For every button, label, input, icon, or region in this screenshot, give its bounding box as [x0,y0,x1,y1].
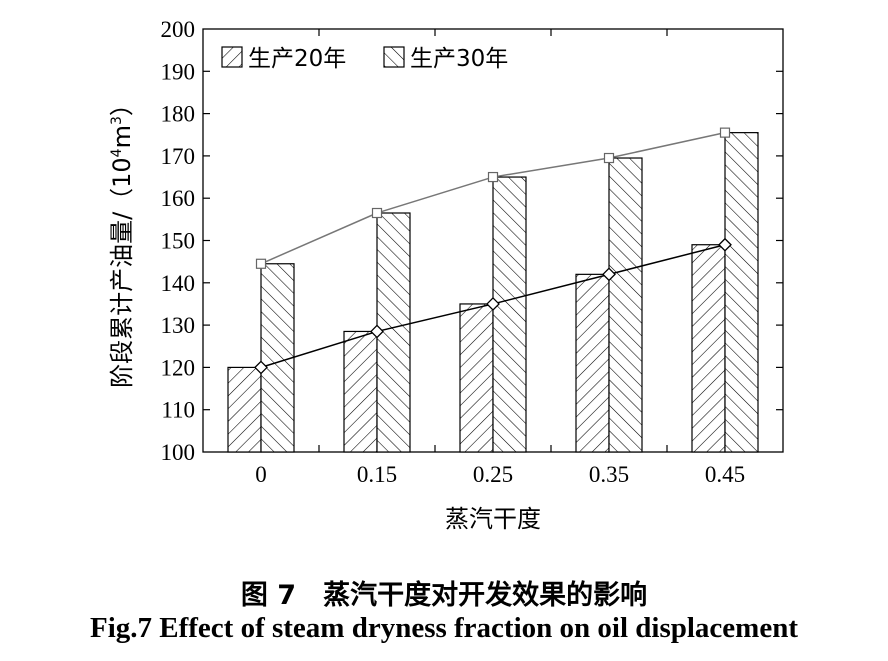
bar-series1 [691,244,726,453]
legend-label-series2: 生产30年 [410,46,508,72]
y-tick-label: 120 [161,355,196,380]
y-axis-label: 阶段累计产油量/（104m3） [108,92,136,388]
point-marker-series2 [719,127,731,138]
figure-caption-en: Fig.7 Effect of steam dryness fraction o… [90,612,798,644]
y-tick-label: 150 [161,229,196,254]
legend-swatch-series1 [221,46,243,68]
point-marker-series2 [487,171,499,183]
point-marker-series2 [371,207,383,219]
y-tick-label: 130 [161,313,196,338]
y-axis-label-end: ） [108,92,136,116]
x-axis: 0 0.15 0.25 0.35 0.45 [255,29,745,487]
bar-series2 [724,132,759,453]
y-tick-label: 140 [161,271,196,296]
y-axis-label-sup1: 4 [109,148,125,157]
legend-label-series1: 生产20年 [248,46,346,72]
legend: 生产20年 生产30年 [221,46,508,72]
figure-caption-cn: 图 7 蒸汽干度对开发效果的影响 [240,580,648,611]
point-marker-series1 [254,360,268,375]
y-axis-label-mid: m [108,125,136,148]
point-marker-series1 [370,324,384,339]
y-tick-label: 160 [161,186,196,211]
bar-series2 [260,263,295,453]
x-tick-label: 0.45 [705,462,745,487]
point-marker-series1 [718,237,732,252]
x-tick-label: 0.15 [357,462,397,487]
x-tick-label: 0 [255,462,267,487]
point-marker-series2 [603,152,615,164]
y-tick-label: 200 [161,17,196,42]
y-tick-label: 180 [161,102,196,127]
legend-swatch-series2 [383,46,405,68]
y-tick-label: 110 [161,398,195,423]
bar-series1 [575,273,610,453]
x-axis-label: 蒸汽干度 [445,505,541,533]
bar-series2 [608,157,643,453]
point-marker-series1 [602,267,616,282]
y-tick-label: 190 [161,59,196,84]
y-axis-label-sup2: 3 [109,116,125,125]
bar-series1 [459,303,494,453]
y-axis: 100 110 120 130 140 150 160 170 180 190 200 [161,17,783,465]
y-tick-label: 100 [161,440,196,465]
bars [227,132,759,453]
trend-lines [254,127,732,375]
point-marker-series2 [255,258,267,269]
x-tick-label: 0.35 [589,462,629,487]
y-tick-label: 170 [161,144,196,169]
x-tick-label: 0.25 [473,462,513,487]
bar-series1 [343,330,378,453]
y-axis-label-main: 阶段累计产油量/（10 [108,157,136,388]
bar-series1 [227,366,262,453]
point-marker-series1 [486,297,500,311]
bar-series2 [492,176,527,453]
y-axis-label-group: 阶段累计产油量/（104m3） [108,92,136,388]
